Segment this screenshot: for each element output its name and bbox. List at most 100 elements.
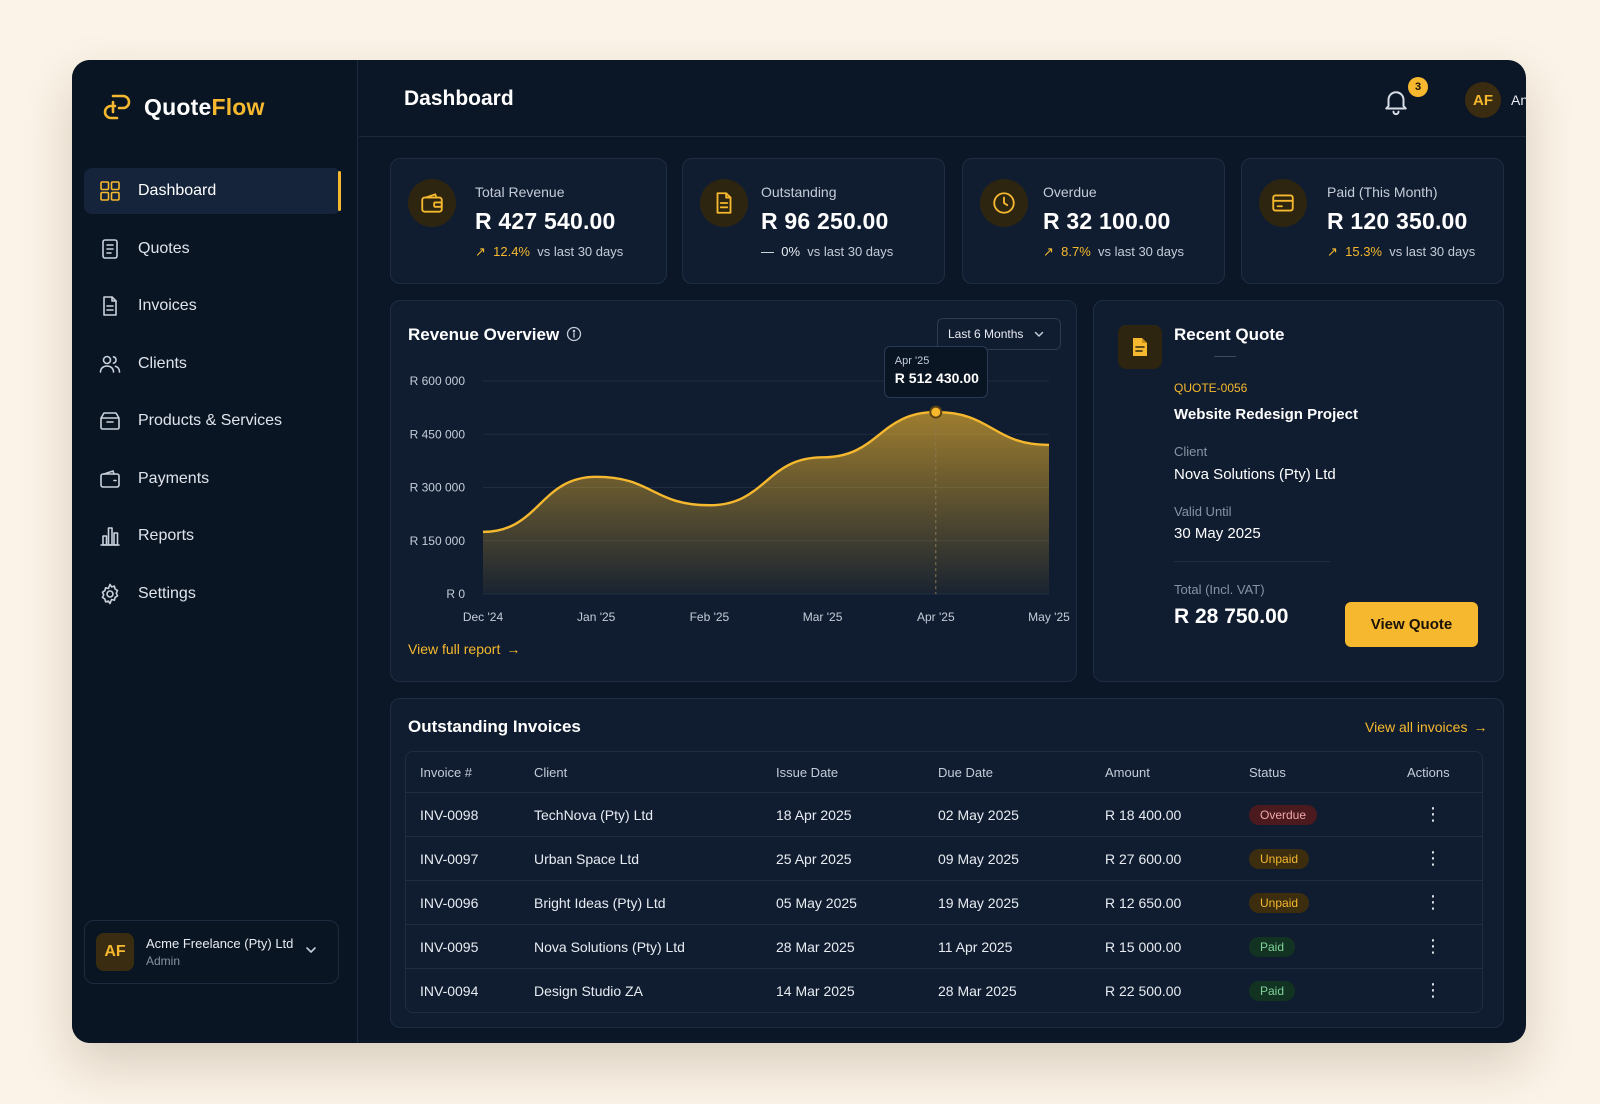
credit-card-icon [1259,179,1307,227]
stat-value: R 96 250.00 [761,208,889,234]
view-full-report-link[interactable]: View full report → [408,641,520,657]
sidebar-item-settings[interactable]: Settings [84,571,341,617]
info-icon[interactable] [566,326,582,342]
avatar: AF [1465,82,1501,118]
invoice-amount: R 15 000.00 [1105,938,1182,955]
top-bar: Dashboard 3 AF Anele [359,60,1526,137]
chevron-down-icon [306,947,316,953]
bar-chart-icon [98,524,122,548]
invoice-id: INV-0097 [420,850,479,867]
sidebar-item-quotes[interactable]: Quotes [84,226,341,272]
more-actions-icon[interactable]: ⋮ [1424,848,1442,868]
col-invoice: Invoice # [420,764,473,780]
view-quote-button[interactable]: View Quote [1345,602,1478,647]
recent-quote-title: Recent Quote [1174,325,1285,344]
x-tick-label: Dec '24 [463,610,504,624]
col-issue-date: Issue Date [776,764,839,780]
sidebar-item-clients[interactable]: Clients [84,341,341,387]
stat-label: Paid (This Month) [1327,184,1438,200]
stat-value: R 427 540.00 [475,208,616,234]
table-row[interactable]: INV-0095 Nova Solutions (Pty) Ltd 28 Mar… [406,924,1482,968]
invoice-id: INV-0096 [420,894,479,911]
table-header-row: Invoice # Client Issue Date Due Date Amo… [406,752,1482,792]
x-tick-label: Feb '25 [690,610,730,624]
bell-icon[interactable] [1381,86,1411,116]
sidebar-nav: Dashboard Quotes Invoices Clients Produc… [84,168,341,628]
user-menu[interactable]: AF Anele [1465,82,1526,118]
status-badge: Paid [1249,936,1296,957]
sidebar-item-label: Payments [138,469,210,487]
clock-icon [980,179,1028,227]
invoices-title: Outstanding Invoices [408,717,581,736]
x-tick-label: Mar '25 [803,610,843,624]
col-actions: Actions [1407,764,1450,780]
quote-project: Website Redesign Project [1174,406,1358,423]
col-status: Status [1249,764,1286,780]
invoice-client: Urban Space Ltd [534,850,640,867]
invoices-table: Invoice # Client Issue Date Due Date Amo… [405,751,1483,1013]
col-client: Client [534,764,568,780]
y-axis-ticks: R 600 000 R 450 000 R 300 000 R 150 000 R 0 [410,374,466,601]
status-badge: Overdue [1249,804,1318,825]
range-select-value: Last 6 Months [948,327,1024,341]
invoice-client: Bright Ideas (Pty) Ltd [534,894,666,911]
logo-icon [103,94,131,120]
user-name: Anele [1511,92,1526,108]
total-label: Total (Incl. VAT) [1174,582,1265,597]
stat-card-total-revenue: Total Revenue R 427 540.00 ↗ 12.4% vs la… [390,158,667,284]
sidebar-item-label: Reports [138,527,195,544]
invoice-client: TechNova (Pty) Ltd [534,806,654,823]
document-icon [700,179,748,227]
section-divider [1174,561,1330,562]
invoice-issue-date: 28 Mar 2025 [776,938,855,955]
view-all-invoices-link[interactable]: View all invoices → [1365,719,1487,735]
stat-delta: ↗ 12.4% vs last 30 days [475,244,624,259]
invoice-client: Nova Solutions (Pty) Ltd [534,938,685,955]
invoice-amount: R 18 400.00 [1105,806,1182,823]
status-badge: Unpaid [1249,892,1310,913]
stat-card-overdue: Overdue R 32 100.00 ↗ 8.7% vs last 30 da… [962,158,1225,284]
area-fill [483,412,1049,594]
app-name: QuoteFlow [144,93,265,120]
stat-delta: ↗ 15.3% vs last 30 days [1327,244,1476,259]
account-switcher[interactable]: AF Acme Freelance (Pty) Ltd Admin [84,920,339,984]
view-full-report-label: View full report [408,641,501,657]
series-line [482,410,1050,534]
table-row[interactable]: INV-0094 Design Studio ZA 14 Mar 2025 28… [406,968,1482,1012]
invoice-due-date: 11 Apr 2025 [938,938,1013,955]
col-amount: Amount [1105,764,1150,780]
chart-tooltip: Apr '25 R 512 430.00 [883,346,988,399]
table-row[interactable]: INV-0096 Bright Ideas (Pty) Ltd 05 May 2… [406,880,1482,924]
revenue-overview-card: Revenue Overview Last 6 Months R 600 000… [390,300,1077,682]
sidebar-item-invoices[interactable]: Invoices [84,283,341,329]
wallet-icon [98,467,122,491]
account-role: Admin [146,954,181,968]
invoice-due-date: 02 May 2025 [938,806,1019,823]
quote-file-icon [1118,325,1162,369]
y-tick-label: R 300 000 [410,481,466,495]
chevron-down-icon [1035,331,1044,337]
range-select[interactable]: Last 6 Months [937,318,1061,350]
quote-id: QUOTE-0056 [1174,381,1248,395]
y-tick-label: R 600 000 [410,374,466,388]
sidebar-item-payments[interactable]: Payments [84,456,341,502]
table-row[interactable]: INV-0098 TechNova (Pty) Ltd 18 Apr 2025 … [406,792,1482,836]
x-tick-label: Apr '25 [917,610,955,624]
stat-delta: ↗ 8.7% vs last 30 days [1043,244,1184,259]
more-actions-icon[interactable]: ⋮ [1424,936,1442,956]
sidebar-item-dashboard[interactable]: Dashboard [84,168,341,214]
table-row[interactable]: INV-0097 Urban Space Ltd 25 Apr 2025 09 … [406,836,1482,880]
more-actions-icon[interactable]: ⋮ [1424,804,1442,824]
client-label: Client [1174,444,1208,459]
sidebar-item-reports[interactable]: Reports [84,513,341,559]
more-actions-icon[interactable]: ⋮ [1424,892,1442,912]
title-divider [1214,356,1236,357]
sidebar-item-label: Settings [138,584,196,602]
logo[interactable]: QuoteFlow [100,90,265,124]
sidebar-item-products-services[interactable]: Products & Services [84,398,341,444]
app-window: QuoteFlow Dashboard Quotes Invoices Clie… [72,60,1526,1043]
more-actions-icon[interactable]: ⋮ [1424,980,1442,1000]
stat-value: R 120 350.00 [1327,208,1468,234]
valid-until-label: Valid Until [1174,504,1232,519]
sidebar-item-label: Invoices [138,297,197,314]
